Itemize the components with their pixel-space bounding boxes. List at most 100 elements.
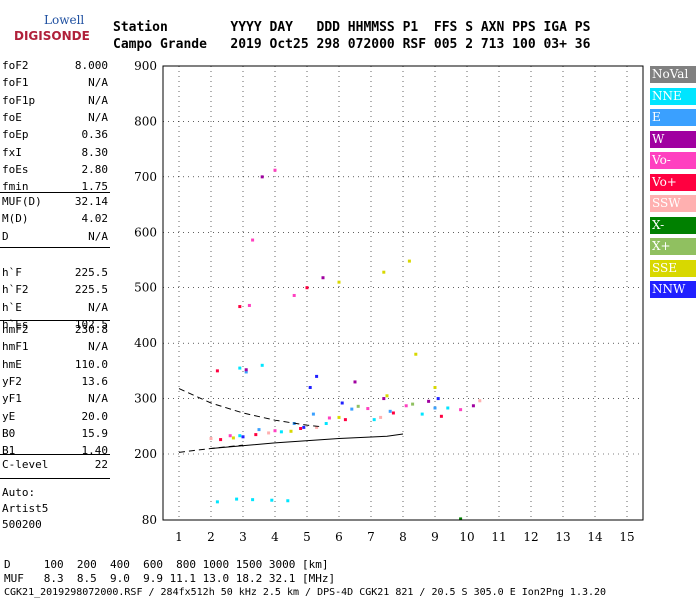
param-separator	[0, 454, 110, 455]
param-value: N/A	[88, 300, 108, 314]
param-row-d: D N/A	[2, 230, 108, 246]
echo-point-e	[388, 409, 392, 413]
param-value: N/A	[88, 110, 108, 124]
plot-frame	[162, 65, 644, 521]
param-value: N/A	[88, 93, 108, 107]
param-name: h`F	[2, 266, 22, 279]
param-row-fxi: fxI 8.30	[2, 146, 108, 162]
param-name: yE	[2, 409, 16, 423]
dashed-profile-trace	[178, 388, 324, 428]
y-tick-label: 300	[134, 392, 157, 406]
echo-point-w	[260, 175, 264, 179]
echo-point-xplus	[411, 402, 415, 406]
echo-point-nne	[279, 430, 283, 434]
param-name: h`F2	[2, 283, 29, 297]
echo-point-sse	[231, 436, 235, 440]
param-value: 225.5	[74, 266, 108, 279]
param-name: foF1p	[2, 93, 36, 107]
y-tick-label: 500	[134, 281, 157, 295]
param-name: B1	[2, 444, 16, 458]
param-value: N/A	[88, 340, 108, 354]
param-row-ye: yE 20.0	[2, 410, 108, 426]
legend-item-voplus: Vo+	[650, 173, 696, 191]
echo-point-vominus	[247, 303, 251, 307]
legend-item-ssw: SSW	[650, 195, 696, 212]
echo-point-vominus	[273, 168, 277, 172]
header-values: Campo Grande 2019 Oct25 298 072000 RSF 0…	[113, 37, 591, 52]
param-row-foes: foEs 2.80	[2, 163, 108, 179]
autoscaling-software: Artist5	[2, 502, 49, 515]
y-tick-label: 200	[134, 447, 157, 461]
param-value: 1.40	[81, 444, 109, 458]
echo-point-sse	[414, 352, 418, 356]
echo-point-e	[244, 370, 248, 374]
axis-ticks: 1 2 3 4 5 6 7 8 9 10 11 12 13 14 158020030040050060070…	[134, 59, 635, 544]
legend-item-xplus: X+	[650, 238, 696, 255]
echo-point-sse	[337, 415, 341, 419]
echo-point-nnw	[436, 397, 440, 401]
param-row-hmf1: hmF1 N/A	[2, 340, 108, 356]
footer-distance-row: D 100 200 400 600 800 1000 1500 3000 [km…	[4, 558, 329, 571]
param-value: 4.02	[81, 212, 109, 226]
echo-point-vominus	[459, 408, 463, 412]
echo-point-vominus	[366, 407, 370, 411]
legend-item-w: W	[650, 130, 696, 148]
echo-point-nnw	[308, 385, 312, 389]
param-name: yF1	[2, 392, 22, 406]
echo-point-e	[433, 406, 437, 410]
echo-point-nnw	[315, 374, 319, 378]
header-labels: Station YYYY DAY DDD HHMMSS P1 FFS S AXN…	[113, 20, 591, 35]
echo-point-xplus	[356, 404, 360, 408]
y-tick-label: 600	[134, 225, 157, 239]
param-name: B0	[2, 426, 16, 440]
x-tick-label: 11	[491, 530, 506, 544]
echo-point-vominus	[273, 429, 277, 433]
echo-point-voplus	[219, 438, 223, 442]
echo-point-nne	[260, 363, 264, 367]
param-row-mufd: MUF(D) 32.14	[2, 195, 108, 211]
param-row-clevel: C-level 22	[2, 458, 108, 474]
param-value: 110.0	[74, 357, 108, 371]
param-name: M(D)	[2, 212, 29, 226]
param-row-fof1: foF1 N/A	[2, 76, 108, 92]
echo-point-ssw	[379, 415, 383, 419]
echo-point-vominus	[327, 416, 331, 420]
param-row-he: h`E N/A	[2, 301, 108, 317]
param-value: 20.0	[81, 409, 109, 423]
echo-point-w	[427, 399, 431, 403]
param-name: h`E	[2, 300, 22, 314]
legend-item-nnw: NNW	[650, 281, 696, 298]
echo-point-ssw	[267, 431, 271, 435]
param-row-b1: B1 1.40	[2, 444, 108, 460]
echo-point-sse	[433, 385, 437, 389]
footer-file-info: CGK21_2019298072000.RSF / 284fx512h 50 k…	[4, 587, 607, 598]
echo-point-vominus	[228, 434, 232, 438]
solid-profile-trace	[210, 433, 404, 449]
legend-item-sse: SSE	[650, 259, 696, 277]
param-value: 102.5	[74, 317, 108, 331]
echo-point-sse	[289, 429, 293, 433]
echo-point-nnw	[302, 425, 306, 429]
x-tick-label: 12	[523, 530, 538, 544]
profile-traces	[178, 388, 404, 453]
echo-point-voplus	[238, 305, 242, 309]
param-separator	[0, 478, 110, 479]
echo-point-sse	[382, 270, 386, 274]
param-value: 15.9	[81, 426, 109, 440]
echo-point-nne	[238, 434, 242, 438]
echo-point-e	[350, 407, 354, 411]
echo-point-voplus	[305, 286, 309, 290]
echo-point-ssw	[209, 436, 213, 440]
param-row-fmin: fmin 1.75	[2, 180, 108, 196]
echo-point-vominus	[292, 293, 296, 297]
legend-item-xminus: X-	[650, 216, 696, 234]
param-name: foE	[2, 110, 22, 124]
echo-point-e	[311, 412, 315, 416]
echo-point-nne	[446, 406, 450, 410]
echo-point-ssw	[315, 425, 319, 429]
param-value: 22	[94, 458, 108, 471]
echo-point-nne	[372, 418, 376, 422]
param-row-hmf2: hmF2 230.8	[2, 323, 108, 339]
y-tick-label: 900	[134, 59, 157, 73]
